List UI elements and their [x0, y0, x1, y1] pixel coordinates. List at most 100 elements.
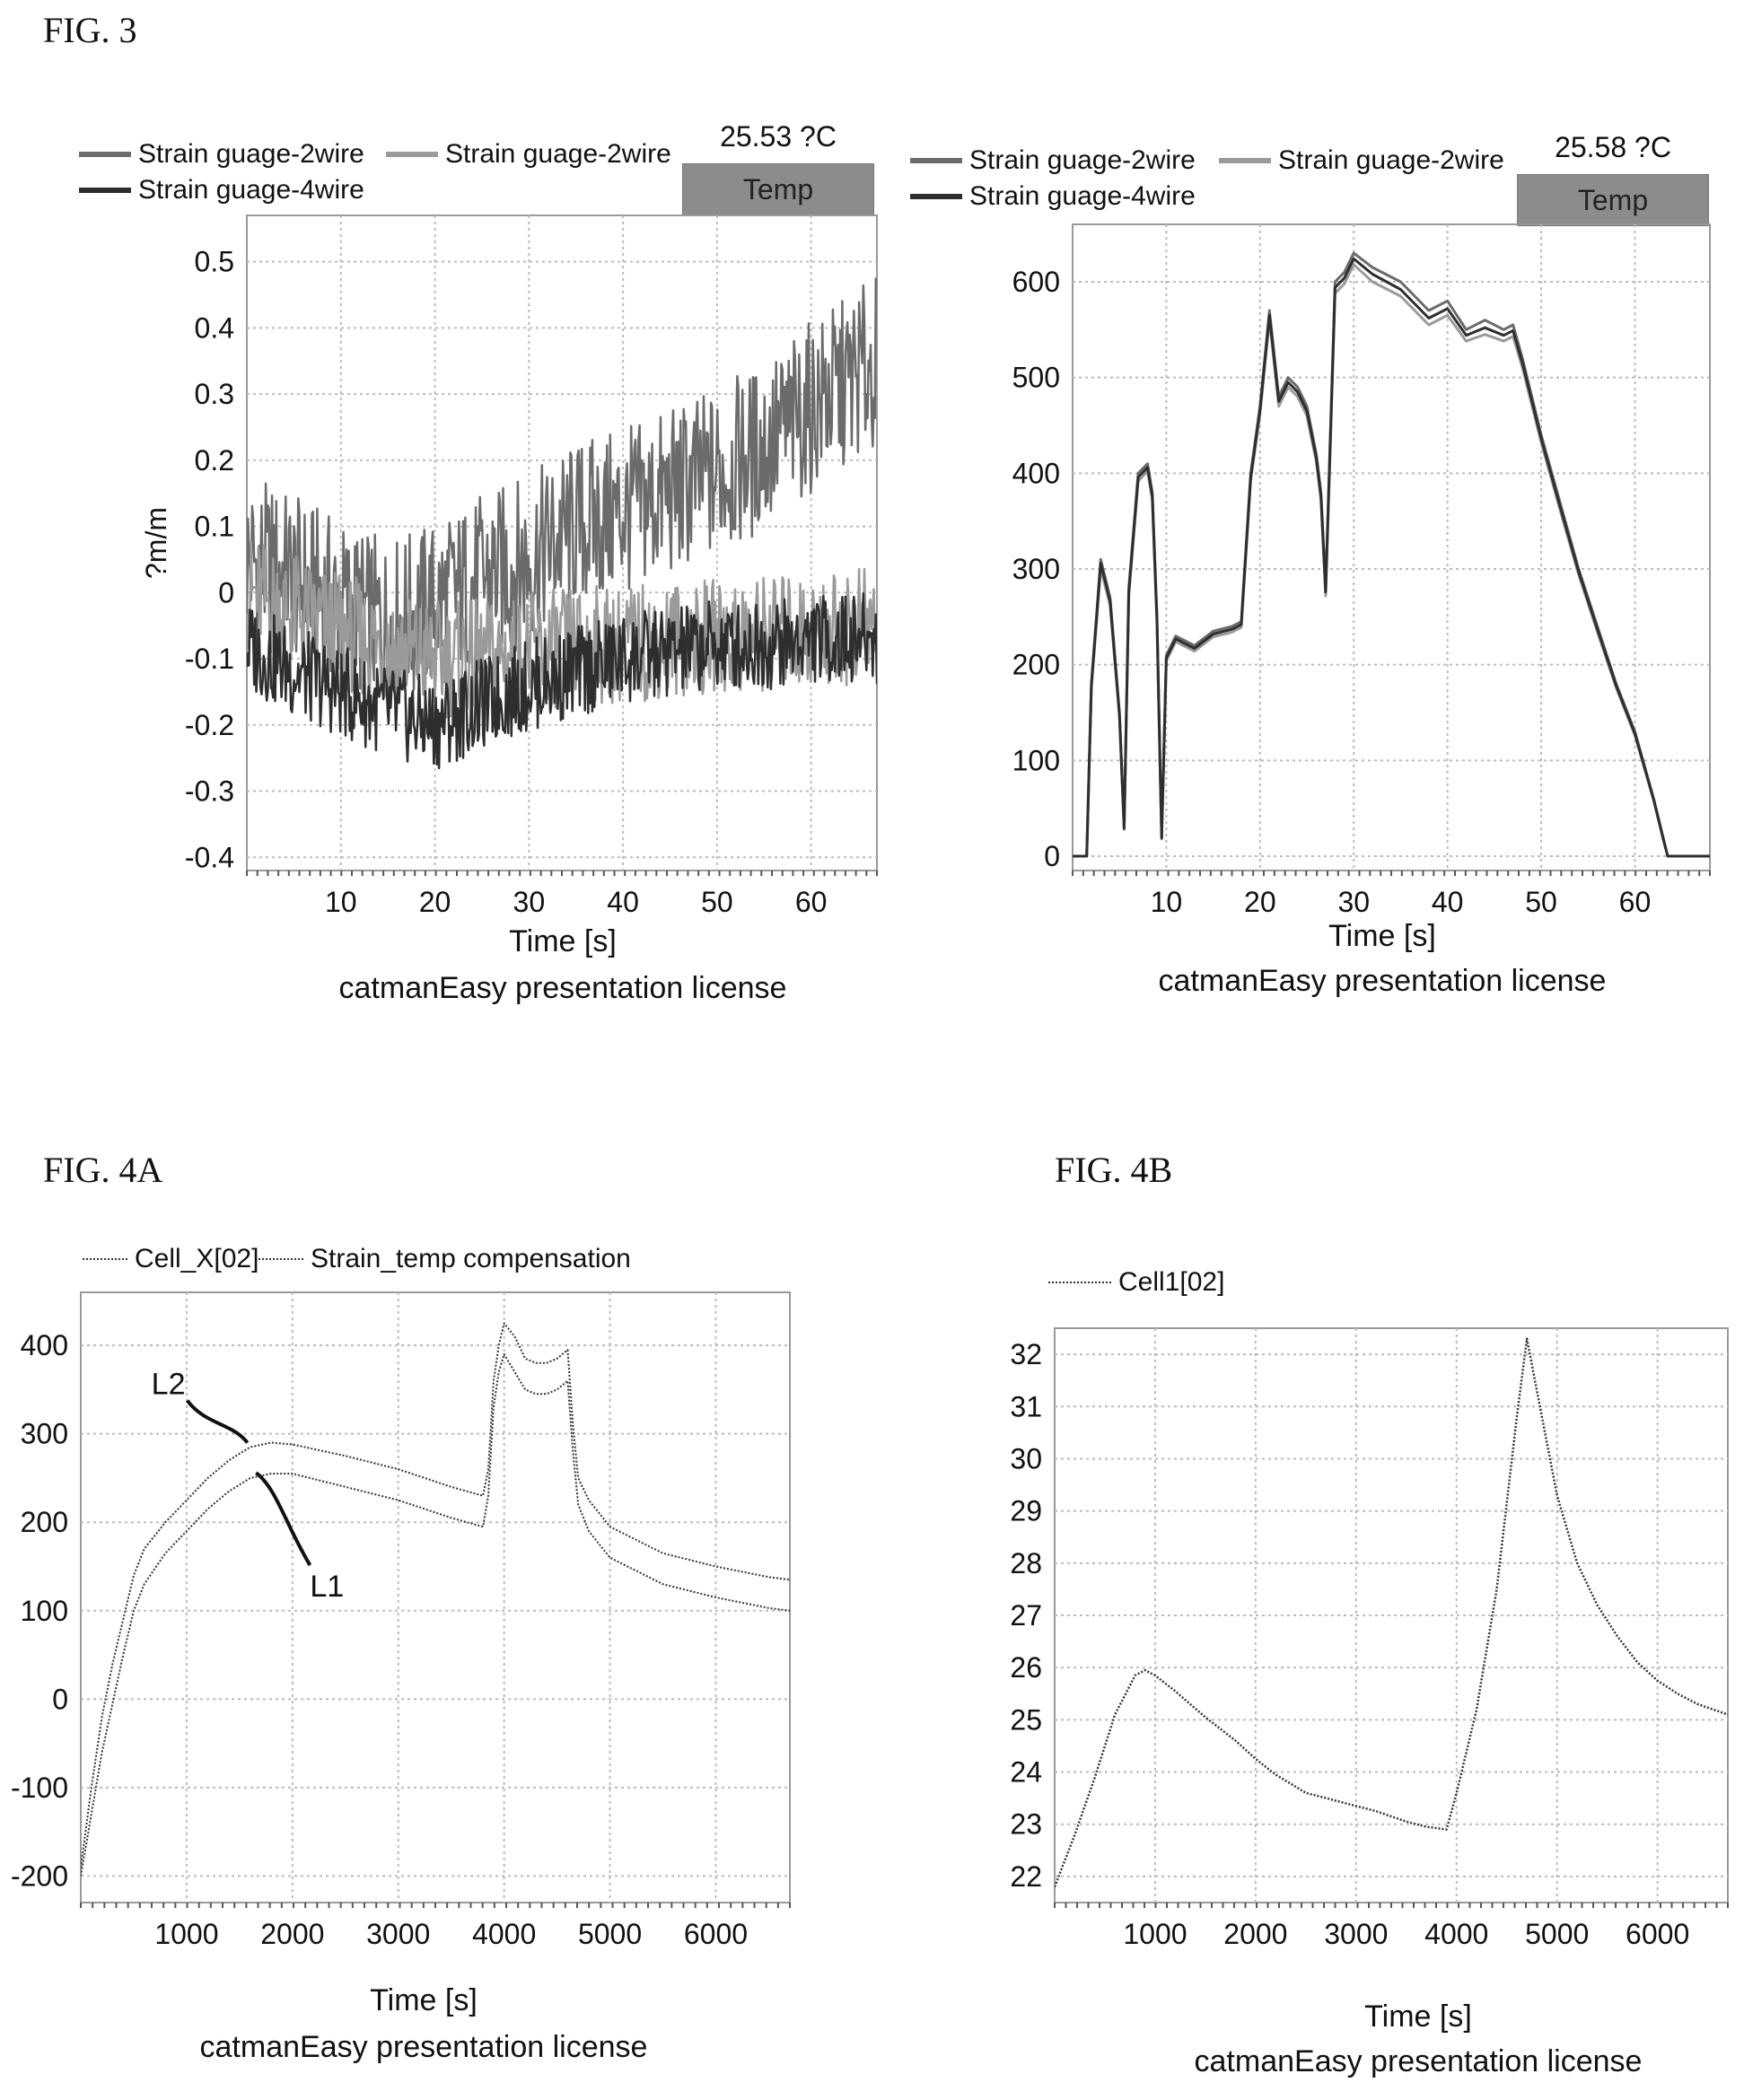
- y-tick-label: 400: [21, 1329, 68, 1361]
- y-tick-label: 26: [1010, 1651, 1042, 1684]
- legend-label: Strain guage-2wire: [445, 139, 671, 169]
- y-tick-label: 0.1: [195, 511, 234, 543]
- y-tick-label: 28: [1010, 1547, 1042, 1579]
- license-caption: catmanEasy presentation license: [199, 2030, 648, 2064]
- y-tick-label: 31: [1010, 1390, 1042, 1422]
- y-tick-label: -0.2: [185, 709, 234, 741]
- fig4a-plot: 1000 2000 3000 4000 5000 6000 -200 -100 0 100 200 3…: [11, 1291, 791, 1950]
- legend-swatch: [910, 194, 962, 199]
- y-tick-label: 400: [1012, 457, 1060, 489]
- y-tick-label: 200: [1012, 649, 1060, 681]
- legend-label: Strain guage-4wire: [969, 181, 1196, 211]
- legend-entry: Strain guage-2wire: [910, 145, 1196, 176]
- y-tick-label: 23: [1010, 1808, 1042, 1841]
- y-tick-label: 0: [52, 1683, 68, 1715]
- series-line: [1073, 251, 1710, 858]
- license-caption: catmanEasy presentation license: [1158, 964, 1607, 998]
- series-line: [81, 1322, 790, 1868]
- x-tick-label: 2000: [1223, 1918, 1287, 1950]
- fig3-label: FIG. 3: [43, 10, 137, 50]
- fig3-left-plot: 10 20 30 40 50 60 -0.4 -0.3 -0.2 -0.1 0 0.1 0.2 0.3 0.…: [140, 214, 878, 918]
- y-tick-label: -0.3: [185, 775, 234, 808]
- y-tick-label: 25: [1010, 1703, 1042, 1736]
- x-tick-label: 30: [1337, 886, 1370, 918]
- temp-indicator: 25.58 ?C Temp: [1517, 120, 1709, 226]
- fig4b-chart: Cell1[02] 1000 2000 3000 4000 5000 6000 22 23 24…: [987, 1221, 1744, 2100]
- l1-leader-line: [255, 1471, 312, 1567]
- y-tick-label: 200: [21, 1506, 68, 1538]
- series-line: [81, 1353, 790, 1877]
- legend-entry: Strain guage-4wire: [910, 181, 1196, 212]
- y-tick-label: 0.4: [195, 311, 234, 344]
- l2-annotation: L2: [152, 1368, 186, 1402]
- x-tick-label: 6000: [1626, 1918, 1689, 1950]
- x-tick-label: 4000: [1424, 1918, 1488, 1950]
- x-tick-label: 3000: [1324, 1918, 1388, 1950]
- temp-label: Temp: [682, 163, 874, 215]
- fig4a-chart: Cell_X[02] Strain_temp compensation 1000…: [0, 1221, 808, 2100]
- x-tick-label: 5000: [578, 1918, 642, 1950]
- y-tick-label: 600: [1012, 266, 1060, 298]
- x-tick-label: 60: [1619, 886, 1652, 918]
- x-axis-label: Time [s]: [509, 924, 617, 958]
- y-tick-label: 30: [1010, 1442, 1042, 1474]
- legend-swatch: [386, 152, 438, 157]
- x-tick-label: 3000: [366, 1918, 430, 1950]
- x-tick-label: 40: [607, 886, 639, 918]
- y-tick-label: 100: [21, 1595, 68, 1627]
- legend-entry: Strain guage-2wire: [79, 139, 364, 170]
- temp-value: 25.58 ?C: [1555, 131, 1671, 163]
- y-tick-label: 0.2: [195, 444, 234, 477]
- x-tick-label: 2000: [260, 1918, 324, 1950]
- y-tick-label: -0.4: [185, 841, 234, 873]
- y-tick-label: 300: [1012, 553, 1060, 585]
- legend-swatch: [910, 158, 962, 163]
- x-axis-label: Time [s]: [370, 1983, 478, 2017]
- y-tick-label: -200: [11, 1859, 68, 1892]
- x-tick-label: 60: [795, 886, 828, 918]
- legend-swatch: [1219, 158, 1271, 163]
- y-tick-label: 24: [1010, 1756, 1042, 1789]
- y-tick-label: -0.1: [185, 643, 234, 675]
- legend-label: Cell_X[02]: [135, 1244, 259, 1273]
- plot-frame: [80, 1291, 791, 1903]
- legend-swatch: [83, 1258, 127, 1260]
- legend-label: Strain guage-2wire: [1278, 145, 1504, 175]
- x-tick-label: 1000: [154, 1918, 218, 1950]
- x-axis-label: Time [s]: [1328, 919, 1436, 953]
- fig3-right-chart: Strain guage-2wire Strain guage-2wire St…: [880, 0, 1744, 1023]
- legend-entry: Strain guage-2wire: [1219, 145, 1504, 176]
- x-tick-label: 6000: [684, 1918, 748, 1950]
- temp-label: Temp: [1517, 174, 1709, 226]
- x-tick-label: 4000: [472, 1918, 536, 1950]
- fig4b-plot: 1000 2000 3000 4000 5000 6000 22 23 24 25 26 27 28 29…: [1010, 1327, 1729, 1950]
- legend-label: Strain guage-2wire: [969, 145, 1196, 175]
- x-tick-label: 50: [701, 886, 733, 918]
- legend-label: Strain guage-2wire: [138, 139, 364, 169]
- legend-swatch: [259, 1258, 303, 1260]
- x-tick-label: 50: [1525, 886, 1557, 918]
- legend-swatch: [79, 152, 131, 157]
- legend-swatch: [79, 188, 131, 193]
- legend-label: Strain guage-4wire: [138, 175, 364, 205]
- plot-frame: [1072, 223, 1711, 871]
- x-tick-label: 1000: [1123, 1918, 1187, 1950]
- series-line: [1055, 1337, 1728, 1887]
- legend-label: Strain_temp compensation: [311, 1244, 631, 1273]
- y-tick-label: 100: [1012, 744, 1060, 776]
- y-tick-label: 0: [218, 576, 234, 608]
- x-tick-label: 5000: [1525, 1918, 1589, 1950]
- y-tick-label: 500: [1012, 362, 1060, 394]
- x-tick-label: 30: [513, 886, 546, 918]
- x-axis-label: Time [s]: [1364, 1999, 1472, 2034]
- x-tick-label: 10: [1151, 886, 1183, 918]
- legend-label: Cell1[02]: [1118, 1267, 1225, 1297]
- y-tick-label: 22: [1010, 1860, 1042, 1893]
- y-tick-label: 0.3: [195, 378, 234, 410]
- legend-entry: Cell_X[02]: [83, 1244, 259, 1274]
- fig4a-label: FIG. 4A: [43, 1150, 163, 1190]
- legend-entry: Cell1[02]: [1048, 1267, 1224, 1298]
- y-tick-label: -100: [11, 1772, 68, 1804]
- y-tick-label: 300: [21, 1418, 68, 1450]
